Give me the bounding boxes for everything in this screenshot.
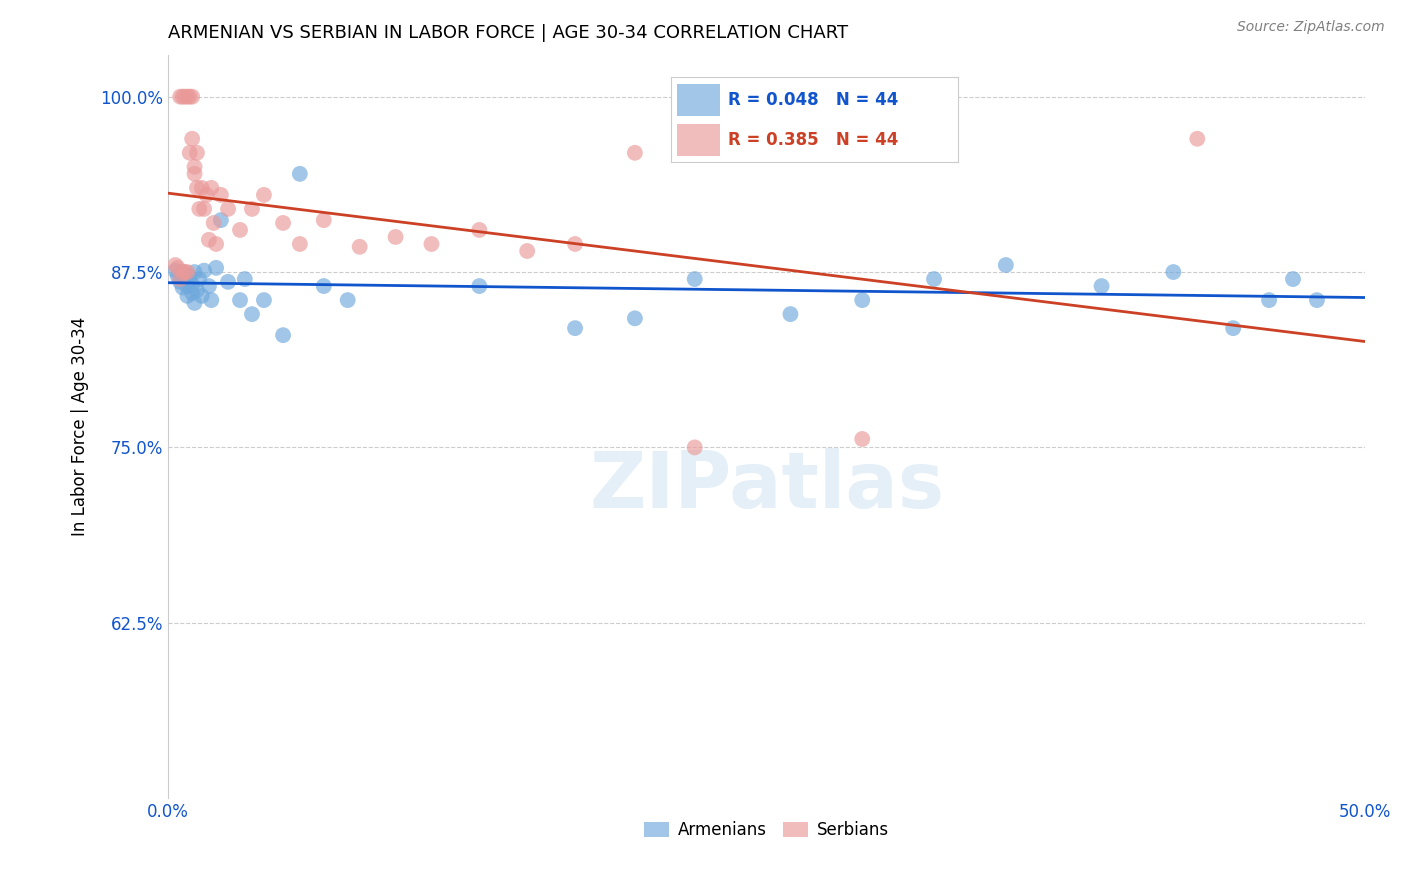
Point xyxy=(564,321,586,335)
Point xyxy=(233,272,256,286)
Point xyxy=(176,89,198,103)
Point xyxy=(169,275,191,289)
Point xyxy=(336,293,359,307)
Point xyxy=(181,286,204,301)
Point xyxy=(922,272,945,286)
Point xyxy=(205,260,228,275)
Point xyxy=(229,293,252,307)
Point xyxy=(200,181,222,195)
Point xyxy=(181,132,204,146)
Point xyxy=(420,237,443,252)
Point xyxy=(312,213,335,227)
Point xyxy=(172,265,194,279)
Point xyxy=(1258,293,1281,307)
Point xyxy=(198,279,221,293)
Point xyxy=(624,145,647,160)
Point xyxy=(240,202,263,216)
Point xyxy=(205,237,228,252)
Text: ZIPatlas: ZIPatlas xyxy=(589,448,943,524)
Point xyxy=(1282,272,1305,286)
Point xyxy=(183,296,205,310)
Point xyxy=(271,216,294,230)
Point xyxy=(202,216,225,230)
Point xyxy=(183,265,205,279)
Legend: Armenians, Serbians: Armenians, Serbians xyxy=(637,814,896,846)
Point xyxy=(186,283,208,297)
Point xyxy=(253,293,276,307)
Point xyxy=(186,181,208,195)
Point xyxy=(179,269,201,284)
Point xyxy=(193,263,215,277)
Point xyxy=(174,89,197,103)
Point xyxy=(253,187,276,202)
Point xyxy=(188,202,211,216)
Point xyxy=(200,293,222,307)
Point xyxy=(190,181,212,195)
Point xyxy=(516,244,538,258)
Point xyxy=(468,223,491,237)
Point xyxy=(169,89,191,103)
Y-axis label: In Labor Force | Age 30-34: In Labor Force | Age 30-34 xyxy=(72,317,89,536)
Point xyxy=(183,160,205,174)
Text: Source: ZipAtlas.com: Source: ZipAtlas.com xyxy=(1237,20,1385,34)
Point xyxy=(217,202,239,216)
Point xyxy=(1187,132,1209,146)
Point xyxy=(779,307,801,321)
Point xyxy=(384,230,406,244)
Point xyxy=(288,237,311,252)
Point xyxy=(174,272,197,286)
Point xyxy=(624,311,647,326)
Point xyxy=(994,258,1017,272)
Point xyxy=(188,272,211,286)
Point xyxy=(174,265,197,279)
Point xyxy=(217,275,239,289)
Point xyxy=(1222,321,1244,335)
Point xyxy=(209,213,232,227)
Point xyxy=(271,328,294,343)
Point xyxy=(1163,265,1185,279)
Point xyxy=(1090,279,1112,293)
Point xyxy=(195,187,218,202)
Point xyxy=(198,233,221,247)
Point xyxy=(176,289,198,303)
Point xyxy=(193,202,215,216)
Point xyxy=(179,145,201,160)
Point xyxy=(183,167,205,181)
Point xyxy=(288,167,311,181)
Point xyxy=(312,279,335,293)
Point xyxy=(240,307,263,321)
Point xyxy=(683,441,706,455)
Point xyxy=(468,279,491,293)
Text: ARMENIAN VS SERBIAN IN LABOR FORCE | AGE 30-34 CORRELATION CHART: ARMENIAN VS SERBIAN IN LABOR FORCE | AGE… xyxy=(169,24,848,42)
Point xyxy=(172,265,194,279)
Point xyxy=(683,272,706,286)
Point xyxy=(186,145,208,160)
Point xyxy=(166,269,188,284)
Point xyxy=(172,280,194,294)
Point xyxy=(564,237,586,252)
Point xyxy=(169,272,191,286)
Point xyxy=(165,258,187,272)
Point xyxy=(176,279,198,293)
Point xyxy=(190,289,212,303)
Point xyxy=(851,293,873,307)
Point xyxy=(165,263,187,277)
Point xyxy=(229,223,252,237)
Point xyxy=(181,277,204,292)
Point xyxy=(851,432,873,446)
Point xyxy=(1306,293,1329,307)
Point xyxy=(209,187,232,202)
Point xyxy=(172,89,194,103)
Point xyxy=(349,240,371,254)
Point xyxy=(179,89,201,103)
Point xyxy=(181,89,204,103)
Point xyxy=(166,260,188,275)
Point xyxy=(176,265,198,279)
